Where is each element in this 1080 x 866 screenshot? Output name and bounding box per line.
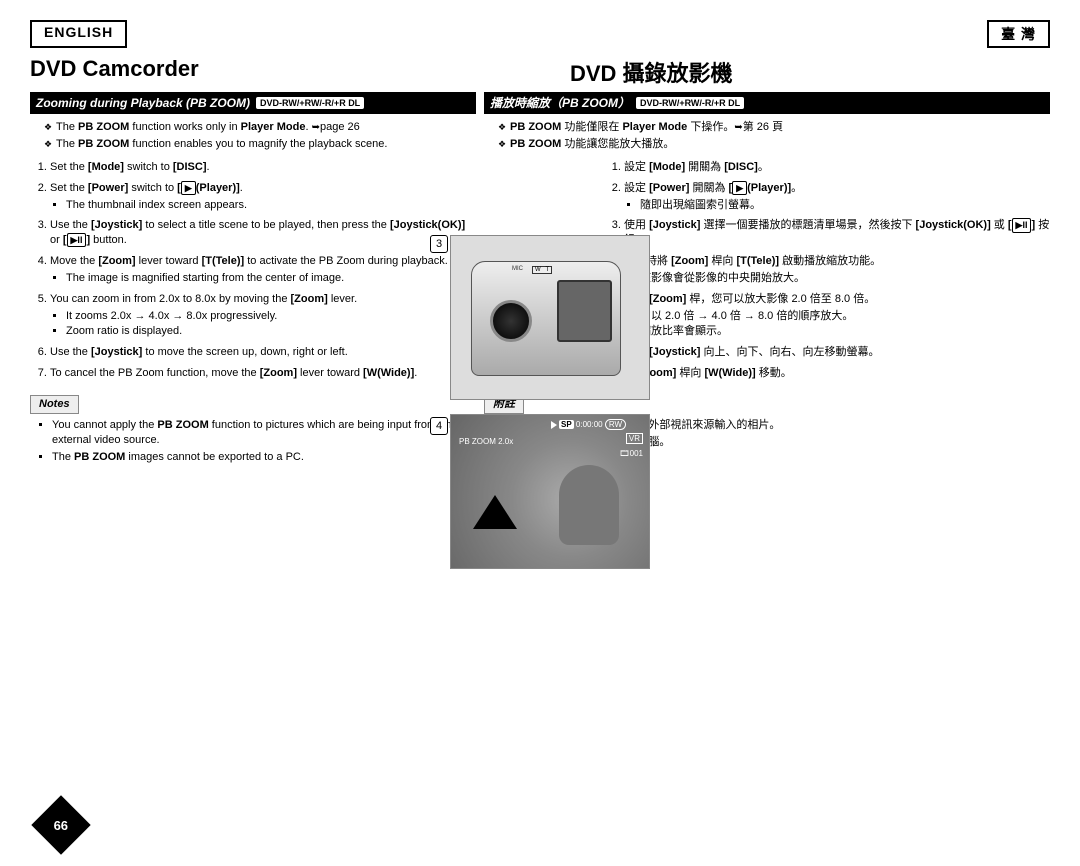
step: 設定 [Mode] 開關為 [DISC]。 [624, 160, 1050, 175]
lang-taiwan: 臺 灣 [987, 20, 1050, 48]
note-item: The PB ZOOM images cannot be exported to… [52, 450, 476, 465]
column-english: Zooming during Playback (PB ZOOM) DVD-RW… [30, 92, 476, 466]
title-right: DVD 攝錄放影機 [570, 56, 1050, 88]
intro-left: The PB ZOOM function works only in Playe… [30, 120, 476, 152]
mic-label: MIC [512, 266, 523, 272]
intro-item: The PB ZOOM function enables you to magn… [44, 137, 476, 152]
step: Set the [Mode] switch to [DISC]. [50, 160, 476, 175]
step: 使用 [Joystick] 選擇一個要播放的標題清單場景，然後按下 [Joyst… [624, 218, 1050, 248]
title-left: DVD Camcorder [30, 56, 510, 88]
sp-badge: SP [559, 420, 574, 429]
pbzoom-osd: PB ZOOM 2.0x [459, 437, 513, 446]
intro-item: The PB ZOOM function works only in Playe… [44, 120, 476, 135]
intro-item: PB ZOOM 功能讓您能放大播放。 [498, 137, 1050, 152]
figures: 3 MIC W T 4 SP 0:00:00 RW PB ZOOM 2.0x V… [430, 235, 650, 486]
play-icon [551, 421, 557, 429]
steps-right: 設定 [Mode] 開關為 [DISC]。 設定 [Power] 開關為 [▶(… [604, 160, 1050, 381]
time-osd: 0:00:00 [576, 420, 603, 429]
steps-left: Set the [Mode] switch to [DISC]. Set the… [30, 160, 476, 381]
step: You can zoom in from 2.0x to 8.0x by mov… [50, 292, 476, 340]
section-title-right: 播放時縮放（PB ZOOM） [490, 95, 630, 111]
figure-3-label: 3 [430, 235, 448, 253]
figure-4-label: 4 [430, 417, 448, 435]
step: 播放時將 [Zoom] 桿向 [T(Tele)] 啟動播放縮放功能。 該影像會從… [624, 254, 1050, 286]
substep: 它以 2.0 倍 → 4.0 倍 → 8.0 倍的順序放大。 [640, 309, 1050, 324]
notes-label-left: Notes [30, 395, 79, 414]
step: 使用 [Joystick] 向上、向下、向右、向左移動螢幕。 [624, 345, 1050, 360]
substep: 縮放比率會顯示。 [640, 324, 1050, 339]
film-icon: 🎞 [619, 449, 629, 458]
substep: Zoom ratio is displayed. [66, 324, 476, 339]
notes-left: You cannot apply the PB ZOOM function to… [30, 418, 476, 465]
step: Move the [Zoom] lever toward [T(Tele)] t… [50, 254, 476, 286]
step: 移動 [Zoom] 桿，您可以放大影像 2.0 倍至 8.0 倍。 它以 2.0… [624, 292, 1050, 340]
figure-3-camcorder: MIC W T [450, 235, 650, 400]
counter-osd: 001 [630, 449, 643, 458]
disc-badge: DVD-RW/+RW/-R/+R DL [636, 97, 744, 109]
vr-badge: VR [626, 433, 643, 444]
section-title-left: Zooming during Playback (PB ZOOM) [36, 95, 250, 111]
lens-icon [490, 300, 532, 342]
intro-right: PB ZOOM 功能僅限在 Player Mode 下操作。第 26 頁 PB … [484, 120, 1050, 152]
step: Set the [Power] switch to [▶(Player)]. T… [50, 181, 476, 213]
section-bar-left: Zooming during Playback (PB ZOOM) DVD-RW… [30, 92, 476, 114]
lcd-icon [557, 280, 612, 342]
intro-item: PB ZOOM 功能僅限在 Player Mode 下操作。第 26 頁 [498, 120, 1050, 135]
step: Use the [Joystick] to select a title sce… [50, 218, 476, 248]
rw-badge: RW [605, 419, 626, 430]
step: 設定 [Power] 開關為 [▶(Player)]。 隨即出現縮圖索引螢幕。 [624, 181, 1050, 213]
substep: 隨即出現縮圖索引螢幕。 [640, 198, 1050, 213]
section-bar-right: 播放時縮放（PB ZOOM） DVD-RW/+RW/-R/+R DL [484, 92, 1050, 114]
substep: It zooms 2.0x → 4.0x → 8.0x progressivel… [66, 309, 476, 324]
figure-4-playback: SP 0:00:00 RW PB ZOOM 2.0x VR 🎞001 [450, 414, 650, 486]
lang-english: ENGLISH [30, 20, 127, 48]
substep: The image is magnified starting from the… [66, 271, 476, 286]
step: To cancel the PB Zoom function, move the… [50, 366, 476, 381]
note-item: You cannot apply the PB ZOOM function to… [52, 418, 476, 448]
step: Use the [Joystick] to move the screen up… [50, 345, 476, 360]
substep: The thumbnail index screen appears. [66, 198, 476, 213]
substep: 該影像會從影像的中央開始放大。 [640, 271, 1050, 286]
wt-label: W T [532, 266, 552, 274]
disc-badge: DVD-RW/+RW/-R/+R DL [256, 97, 364, 109]
